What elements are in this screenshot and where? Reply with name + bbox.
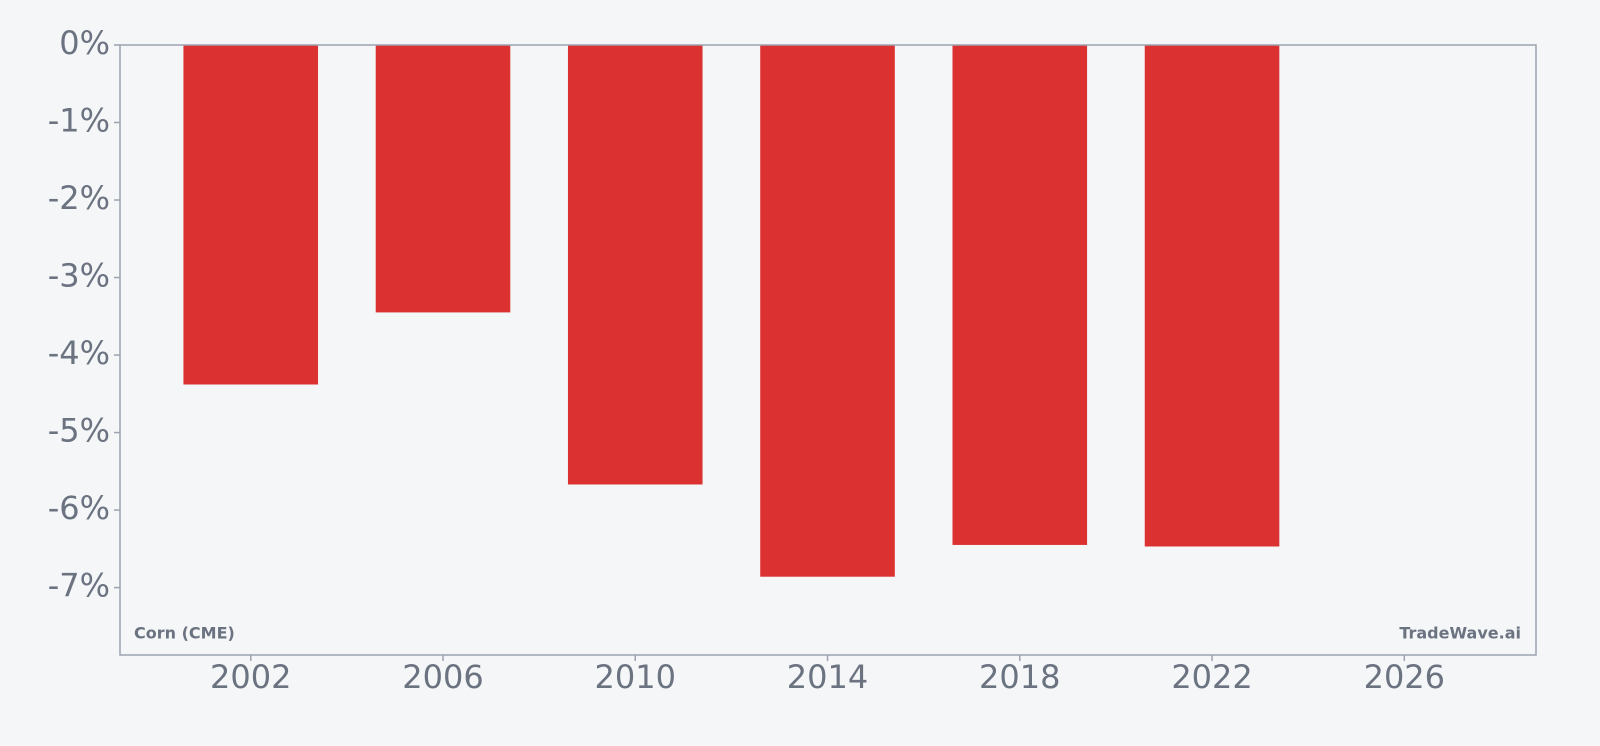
y-tick-label: -3% xyxy=(48,257,110,295)
bar xyxy=(375,45,511,313)
x-tick-label: 2002 xyxy=(210,658,291,696)
y-tick-label: -5% xyxy=(48,412,110,450)
bar xyxy=(183,45,319,385)
x-tick-label: 2026 xyxy=(1364,658,1445,696)
y-tick-label: -7% xyxy=(48,567,110,605)
x-tick-label: 2022 xyxy=(1171,658,1252,696)
plot-frame xyxy=(119,44,1537,656)
bar xyxy=(567,45,703,485)
y-tick-label: -1% xyxy=(48,102,110,140)
y-tick-label: -4% xyxy=(48,334,110,372)
watermark: TradeWave.ai xyxy=(1399,624,1521,643)
x-tick-label: 2006 xyxy=(402,658,483,696)
bar xyxy=(952,45,1088,545)
x-tick-label: 2010 xyxy=(595,658,676,696)
bar xyxy=(1144,45,1280,547)
x-tick-label: 2018 xyxy=(979,658,1060,696)
y-tick-label: -6% xyxy=(48,489,110,527)
x-tick-label: 2014 xyxy=(787,658,868,696)
y-tick-label: -2% xyxy=(48,179,110,217)
bar xyxy=(760,45,895,577)
y-tick-label: 0% xyxy=(59,24,110,62)
source-label: Corn (CME) xyxy=(134,624,235,643)
